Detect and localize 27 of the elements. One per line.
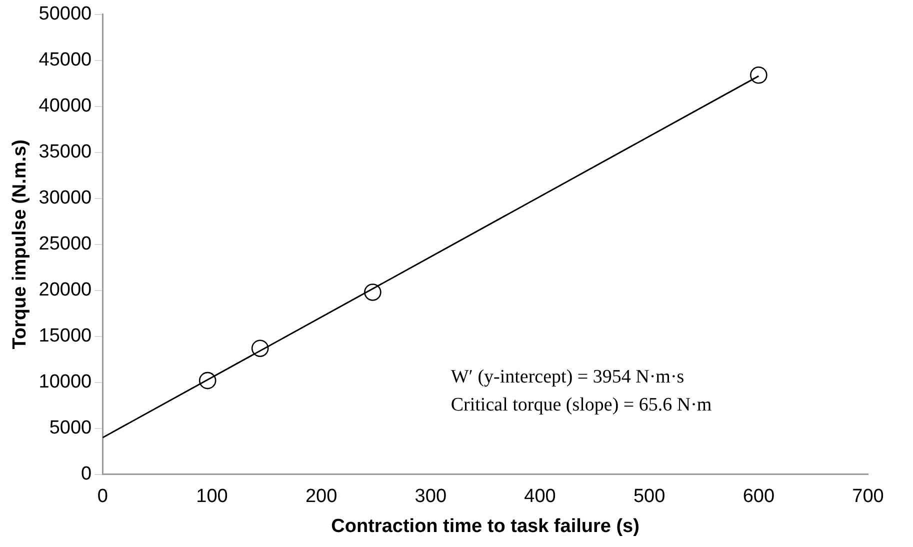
x-axis-title: Contraction time to task failure (s): [331, 516, 640, 537]
y-tick-label: 10000: [38, 372, 92, 393]
x-tick-label: 100: [196, 486, 228, 508]
y-tick-label: 50000: [38, 4, 92, 25]
y-tick-label: 0: [81, 464, 92, 485]
y-axis-title: Torque impulse (N.m.s): [10, 140, 31, 350]
x-tick-label: 200: [305, 486, 338, 508]
point: [198, 372, 216, 390]
annotation: Critical torque (slope) = 65.6 N·m: [450, 394, 712, 416]
point: [251, 340, 269, 358]
y-tick-label: 30000: [38, 188, 92, 209]
y-tick-label: 40000: [38, 96, 92, 117]
y-tick-label: 35000: [38, 142, 92, 163]
x-tick-label: 600: [742, 486, 775, 508]
point: [750, 66, 768, 84]
y-tick-label: 25000: [38, 234, 92, 255]
annotation: W′ (y-intercept) = 3954 N·m·s: [450, 366, 684, 388]
y-tick-label: 45000: [38, 50, 92, 71]
x-tick-label: 400: [524, 486, 556, 508]
x-tick-label: 500: [633, 486, 666, 508]
x-tick-label: 0: [97, 486, 108, 508]
y-tick-label: 15000: [38, 326, 92, 347]
x-tick-label: 700: [852, 486, 884, 508]
y-tick-label: 5000: [49, 418, 92, 439]
point: [364, 284, 382, 301]
x-tick-label: 300: [414, 486, 446, 508]
y-tick-label: 20000: [38, 280, 92, 301]
